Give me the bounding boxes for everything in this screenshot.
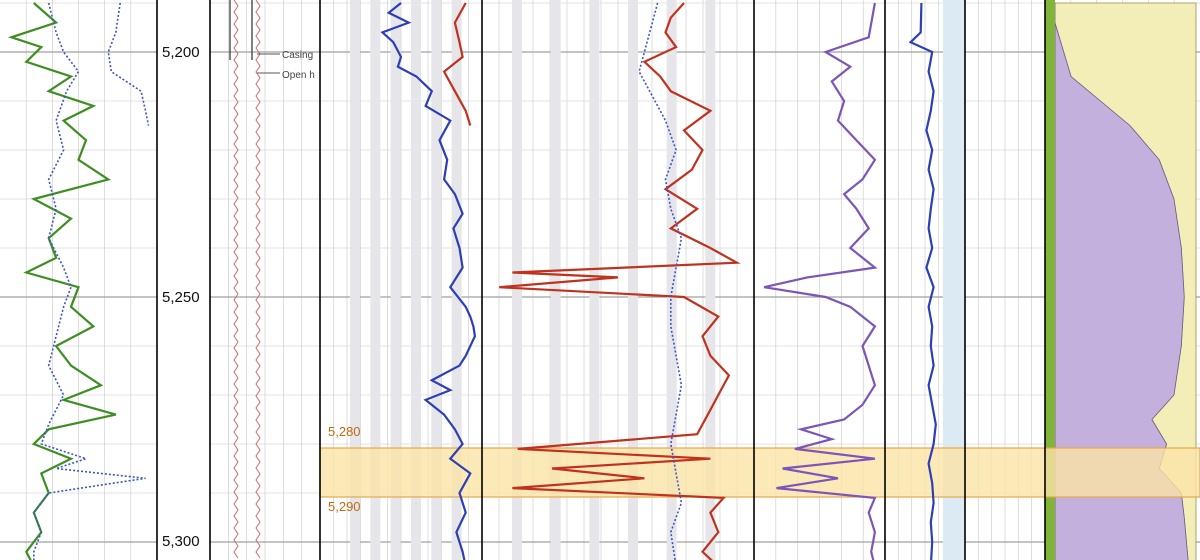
- series-0-track-1-curve: [7, 2, 117, 560]
- completion-wiggle: [233, 0, 239, 559]
- grid-shade-band: [512, 0, 522, 560]
- grid-shade-band: [350, 0, 360, 560]
- grid-shade-band: [370, 0, 381, 560]
- completion-wiggle: [255, 0, 261, 559]
- grid-shade-band: [628, 0, 638, 560]
- lithology-green-strip: [1045, 0, 1055, 560]
- track-shade: [943, 0, 965, 560]
- highlighted-zone: [319, 447, 1200, 498]
- zone-labels: 5,280 5,290: [328, 424, 361, 514]
- series-6-track-4-curve: [638, 2, 683, 560]
- grid-shade-band: [411, 0, 421, 560]
- series-8-track-6-curve: [908, 2, 937, 560]
- lithology-fill: [1045, 0, 1197, 560]
- depth-label-5200: 5,200: [162, 44, 200, 61]
- casing-legend-label: Casing: [282, 50, 313, 61]
- grid-shade-band: [550, 0, 561, 560]
- series-5-track-4-curve: [499, 2, 741, 560]
- grid-shade-band: [390, 0, 401, 560]
- series-7-track-5-curve: [763, 2, 878, 560]
- track-borders: [156, 0, 1046, 560]
- completion-legend: Casing Open h: [257, 50, 315, 81]
- depth-labels: 5,200 5,250 5,300: [162, 44, 200, 550]
- zone-top-label: 5,280: [328, 424, 361, 439]
- open-hole-legend-label: Open h: [282, 70, 315, 81]
- depth-label-5300: 5,300: [162, 533, 200, 550]
- series-1-track-1-curve: [32, 2, 146, 560]
- zone-bottom-label: 5,290: [328, 499, 361, 514]
- series-3-track-3-curve: [380, 2, 477, 560]
- grid-shade-band: [451, 0, 462, 560]
- grid-shade-band: [666, 0, 677, 560]
- grid-shade-band: [705, 0, 716, 560]
- log-curves: [7, 0, 937, 560]
- depth-label-5250: 5,250: [162, 289, 200, 306]
- series-4-track-3-curve: [442, 2, 472, 126]
- series-2-track-1-curve: [107, 2, 150, 126]
- grid-shade-band: [431, 0, 442, 560]
